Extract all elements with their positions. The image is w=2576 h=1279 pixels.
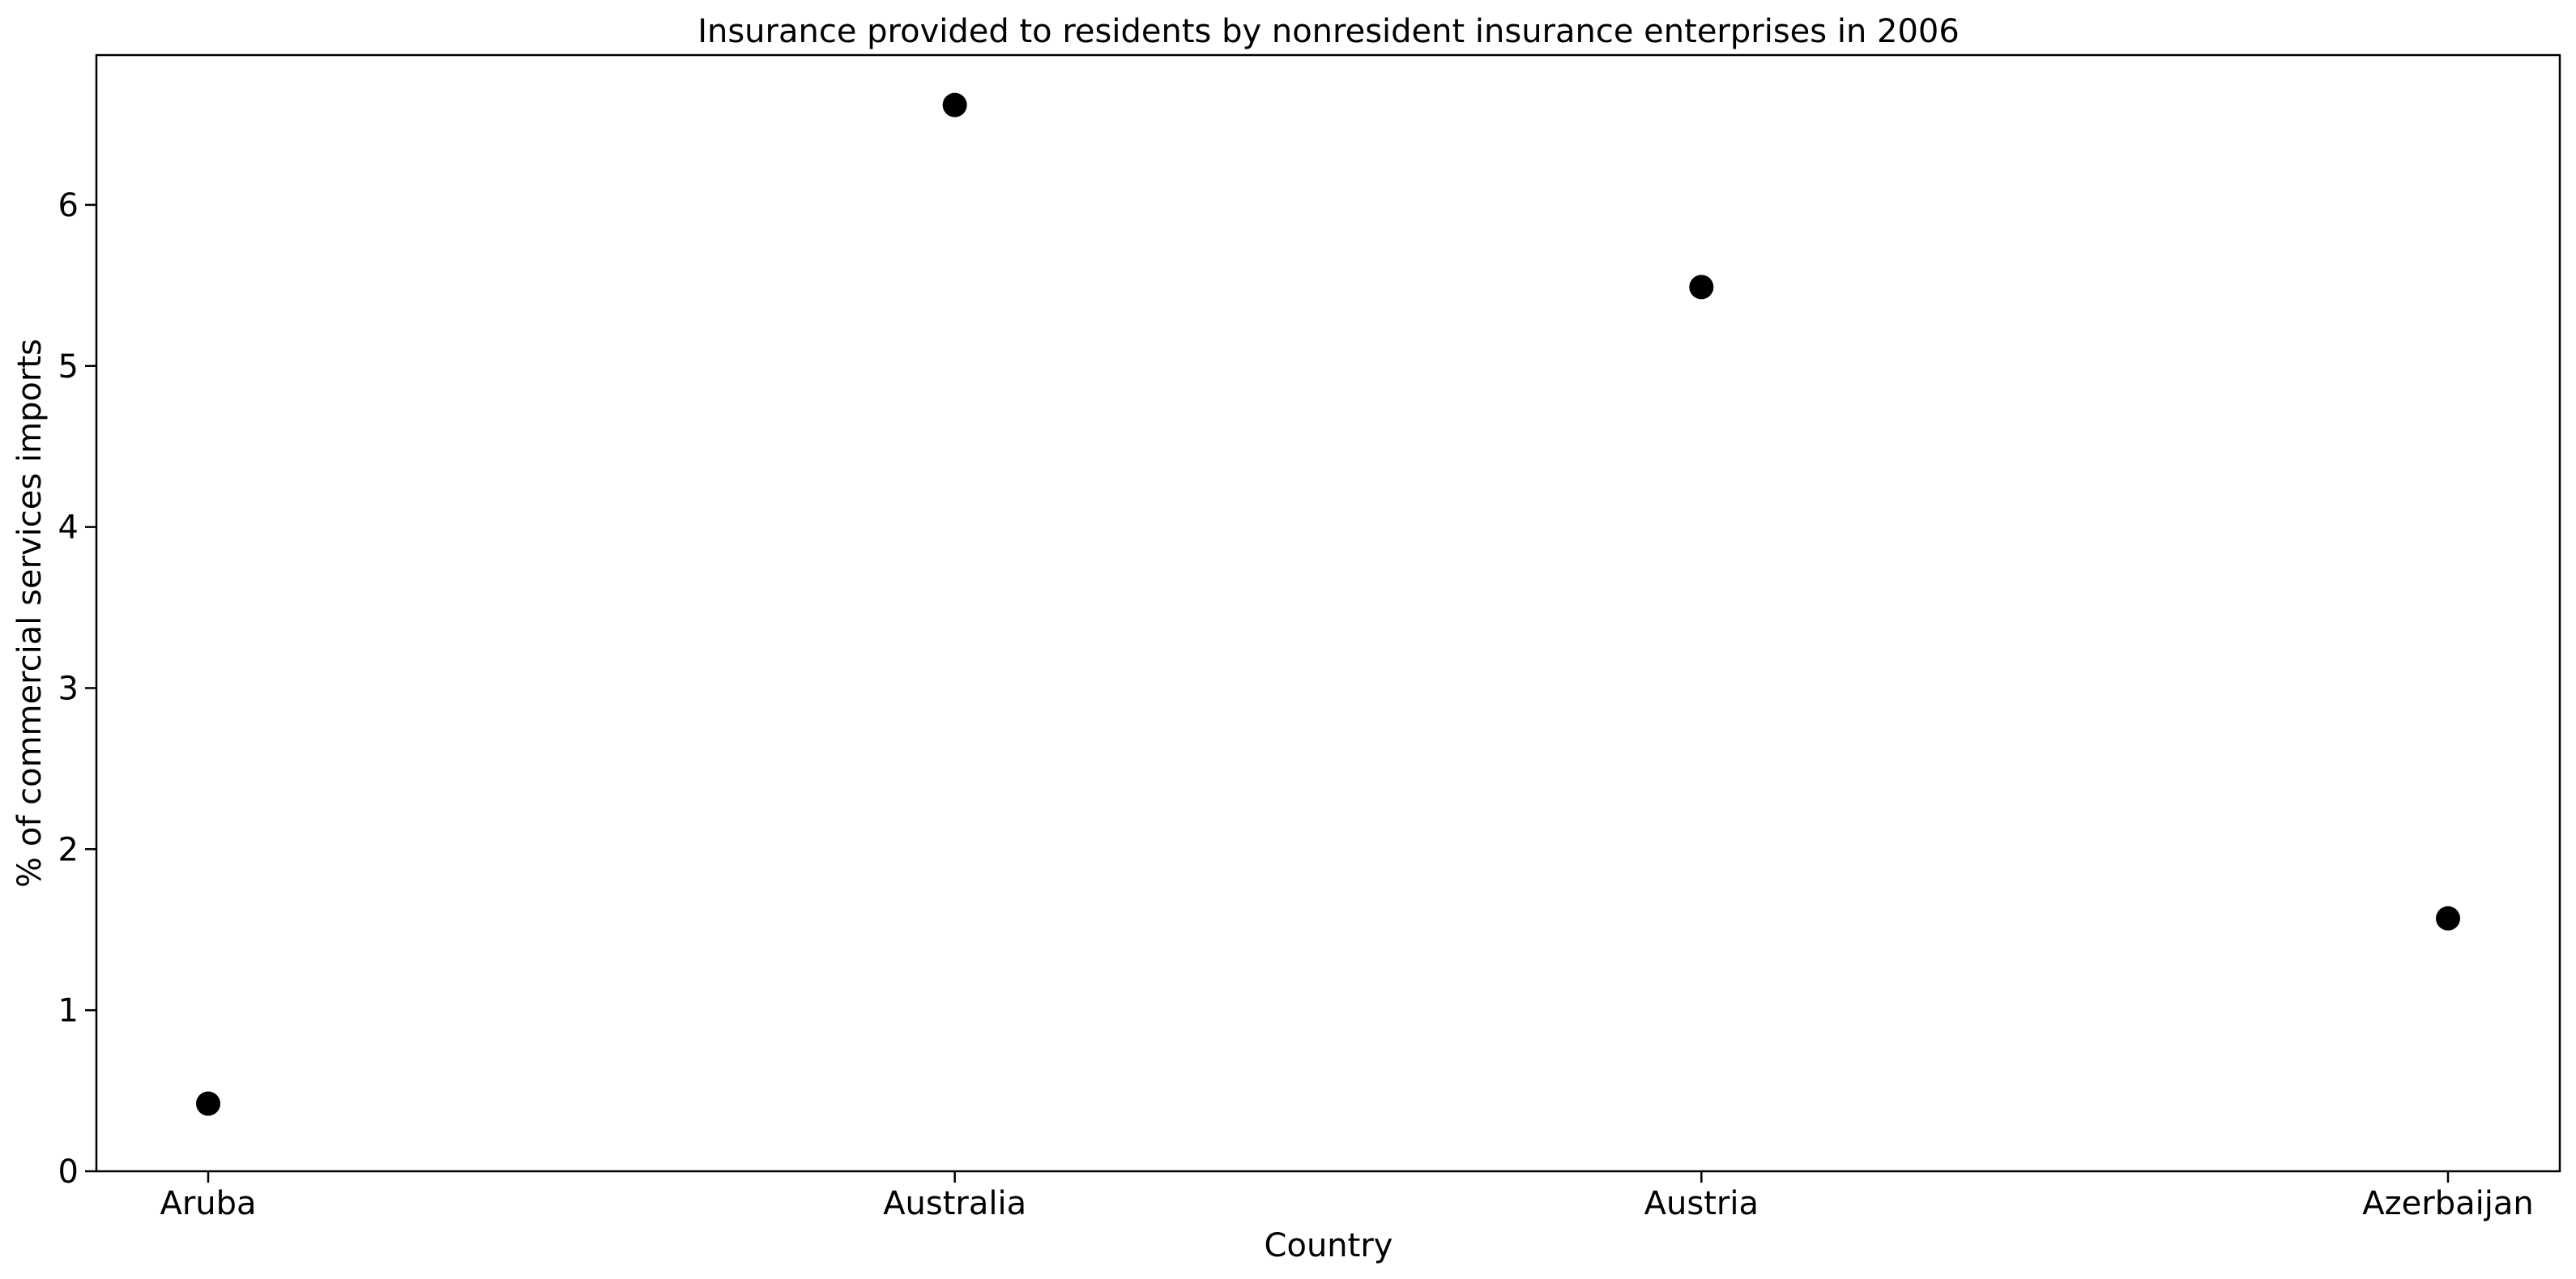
y-tick-label: 3 — [58, 670, 79, 707]
data-point — [196, 1091, 220, 1116]
y-tick-label: 0 — [58, 1153, 79, 1191]
x-axis-label: Country — [1265, 1227, 1393, 1264]
data-point — [942, 92, 967, 117]
chart-title: Insurance provided to residents by nonre… — [697, 13, 1960, 50]
y-tick-label: 6 — [58, 187, 79, 224]
y-tick-label: 2 — [58, 831, 79, 868]
x-tick-label: Aruba — [160, 1185, 256, 1222]
x-axis-ticks: Aruba Australia Austria Azerbaijan — [160, 1171, 2534, 1222]
data-point — [2436, 906, 2460, 931]
y-axis-label: % of commercial services imports — [11, 339, 49, 888]
y-tick-label: 4 — [58, 509, 79, 547]
y-tick-label: 1 — [58, 992, 79, 1030]
data-points — [196, 92, 2460, 1116]
x-tick-label: Austria — [1644, 1185, 1759, 1222]
x-tick-label: Australia — [883, 1185, 1026, 1222]
data-point — [1689, 275, 1714, 300]
y-tick-label: 5 — [58, 348, 79, 386]
plot-area-frame — [95, 53, 2561, 1173]
y-axis-ticks: 0 1 2 3 4 5 6 — [58, 187, 96, 1191]
x-tick-label: Azerbaijan — [2362, 1185, 2533, 1222]
